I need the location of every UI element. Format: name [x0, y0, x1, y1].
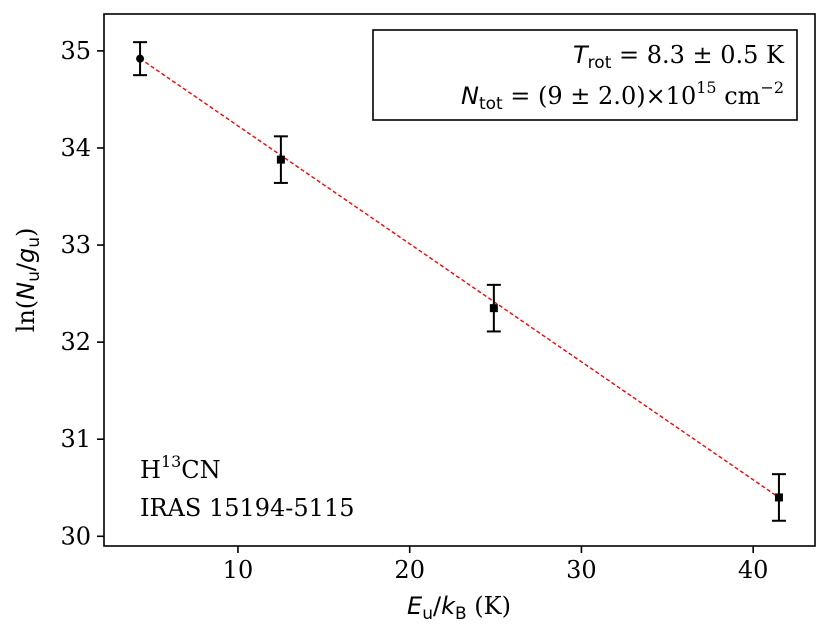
x-label-unit: (K): [467, 592, 511, 620]
marker-layer: [136, 54, 783, 502]
data-point: [774, 493, 783, 502]
x-tick-label: 10: [223, 556, 254, 584]
fit-param-2-exp: 15: [696, 78, 716, 97]
fit-parameter-line-1: Trot = 8.3 ± 0.5 K: [573, 41, 785, 73]
y-ticks: 30 31 32 33 34 35: [60, 37, 104, 550]
x-label-k: k: [441, 592, 456, 620]
y-tick-label: 34: [60, 134, 91, 162]
molecule-name: H13CN: [140, 452, 221, 484]
molecule-annotation: H13CN IRAS 15194-5115: [140, 452, 355, 522]
y-tick-label: 31: [60, 425, 91, 453]
fit-line-layer: [139, 58, 780, 499]
y-label-slash: /: [12, 262, 40, 271]
data-point: [276, 155, 285, 164]
fit-parameter-box-frame: [372, 29, 798, 121]
y-tick-label: 30: [60, 522, 91, 550]
molecule-name-a: H: [140, 456, 161, 484]
y-label-pre: ln(: [12, 300, 40, 333]
fit-param-1-var: T: [573, 41, 590, 69]
fit-line: [139, 58, 780, 499]
x-tick-label: 40: [738, 556, 769, 584]
x-ticks: 10 20 30 40: [223, 546, 769, 584]
data-point: [136, 54, 145, 63]
y-tick-label: 32: [60, 328, 91, 356]
x-tick-label: 30: [566, 556, 597, 584]
y-label-g: g: [12, 248, 40, 263]
y-label-n-sub: u: [24, 271, 44, 282]
y-label-post: ): [12, 228, 40, 237]
fit-param-1-sub: rot: [588, 53, 612, 73]
fit-param-2-var: N: [461, 82, 479, 110]
x-label-slash: /: [433, 592, 442, 620]
fit-param-1-rest: = 8.3 ± 0.5 K: [611, 41, 785, 69]
axes-frame: [103, 13, 816, 547]
fit-param-2-sub: tot: [479, 94, 503, 114]
x-label-e-sub: u: [422, 604, 433, 624]
y-tick-label: 33: [60, 231, 91, 259]
y-label-n: N: [12, 282, 40, 300]
fit-param-2-unit: cm: [717, 82, 761, 110]
molecule-name-sup: 13: [161, 452, 181, 471]
x-axis-label: Eu/kB (K): [407, 592, 511, 624]
x-tick-label: 20: [394, 556, 425, 584]
source-name: IRAS 15194-5115: [140, 494, 355, 522]
fit-parameter-box: Trot = 8.3 ± 0.5 K Ntot = (9 ± 2.0)×1015…: [372, 29, 798, 121]
data-point: [489, 304, 498, 313]
fit-parameter-line-2: Ntot = (9 ± 2.0)×1015 cm−2: [461, 78, 784, 114]
y-axis-label: ln(Nu/gu): [12, 228, 44, 333]
fit-param-2-unit-exp: −2: [760, 78, 784, 97]
x-label-k-sub: B: [455, 604, 467, 624]
molecule-name-b: CN: [181, 456, 220, 484]
y-label-g-sub: u: [24, 237, 44, 248]
fit-param-2-rest: = (9 ± 2.0)×10: [503, 82, 697, 110]
x-label-e: E: [407, 592, 423, 620]
y-tick-label: 35: [60, 37, 91, 65]
